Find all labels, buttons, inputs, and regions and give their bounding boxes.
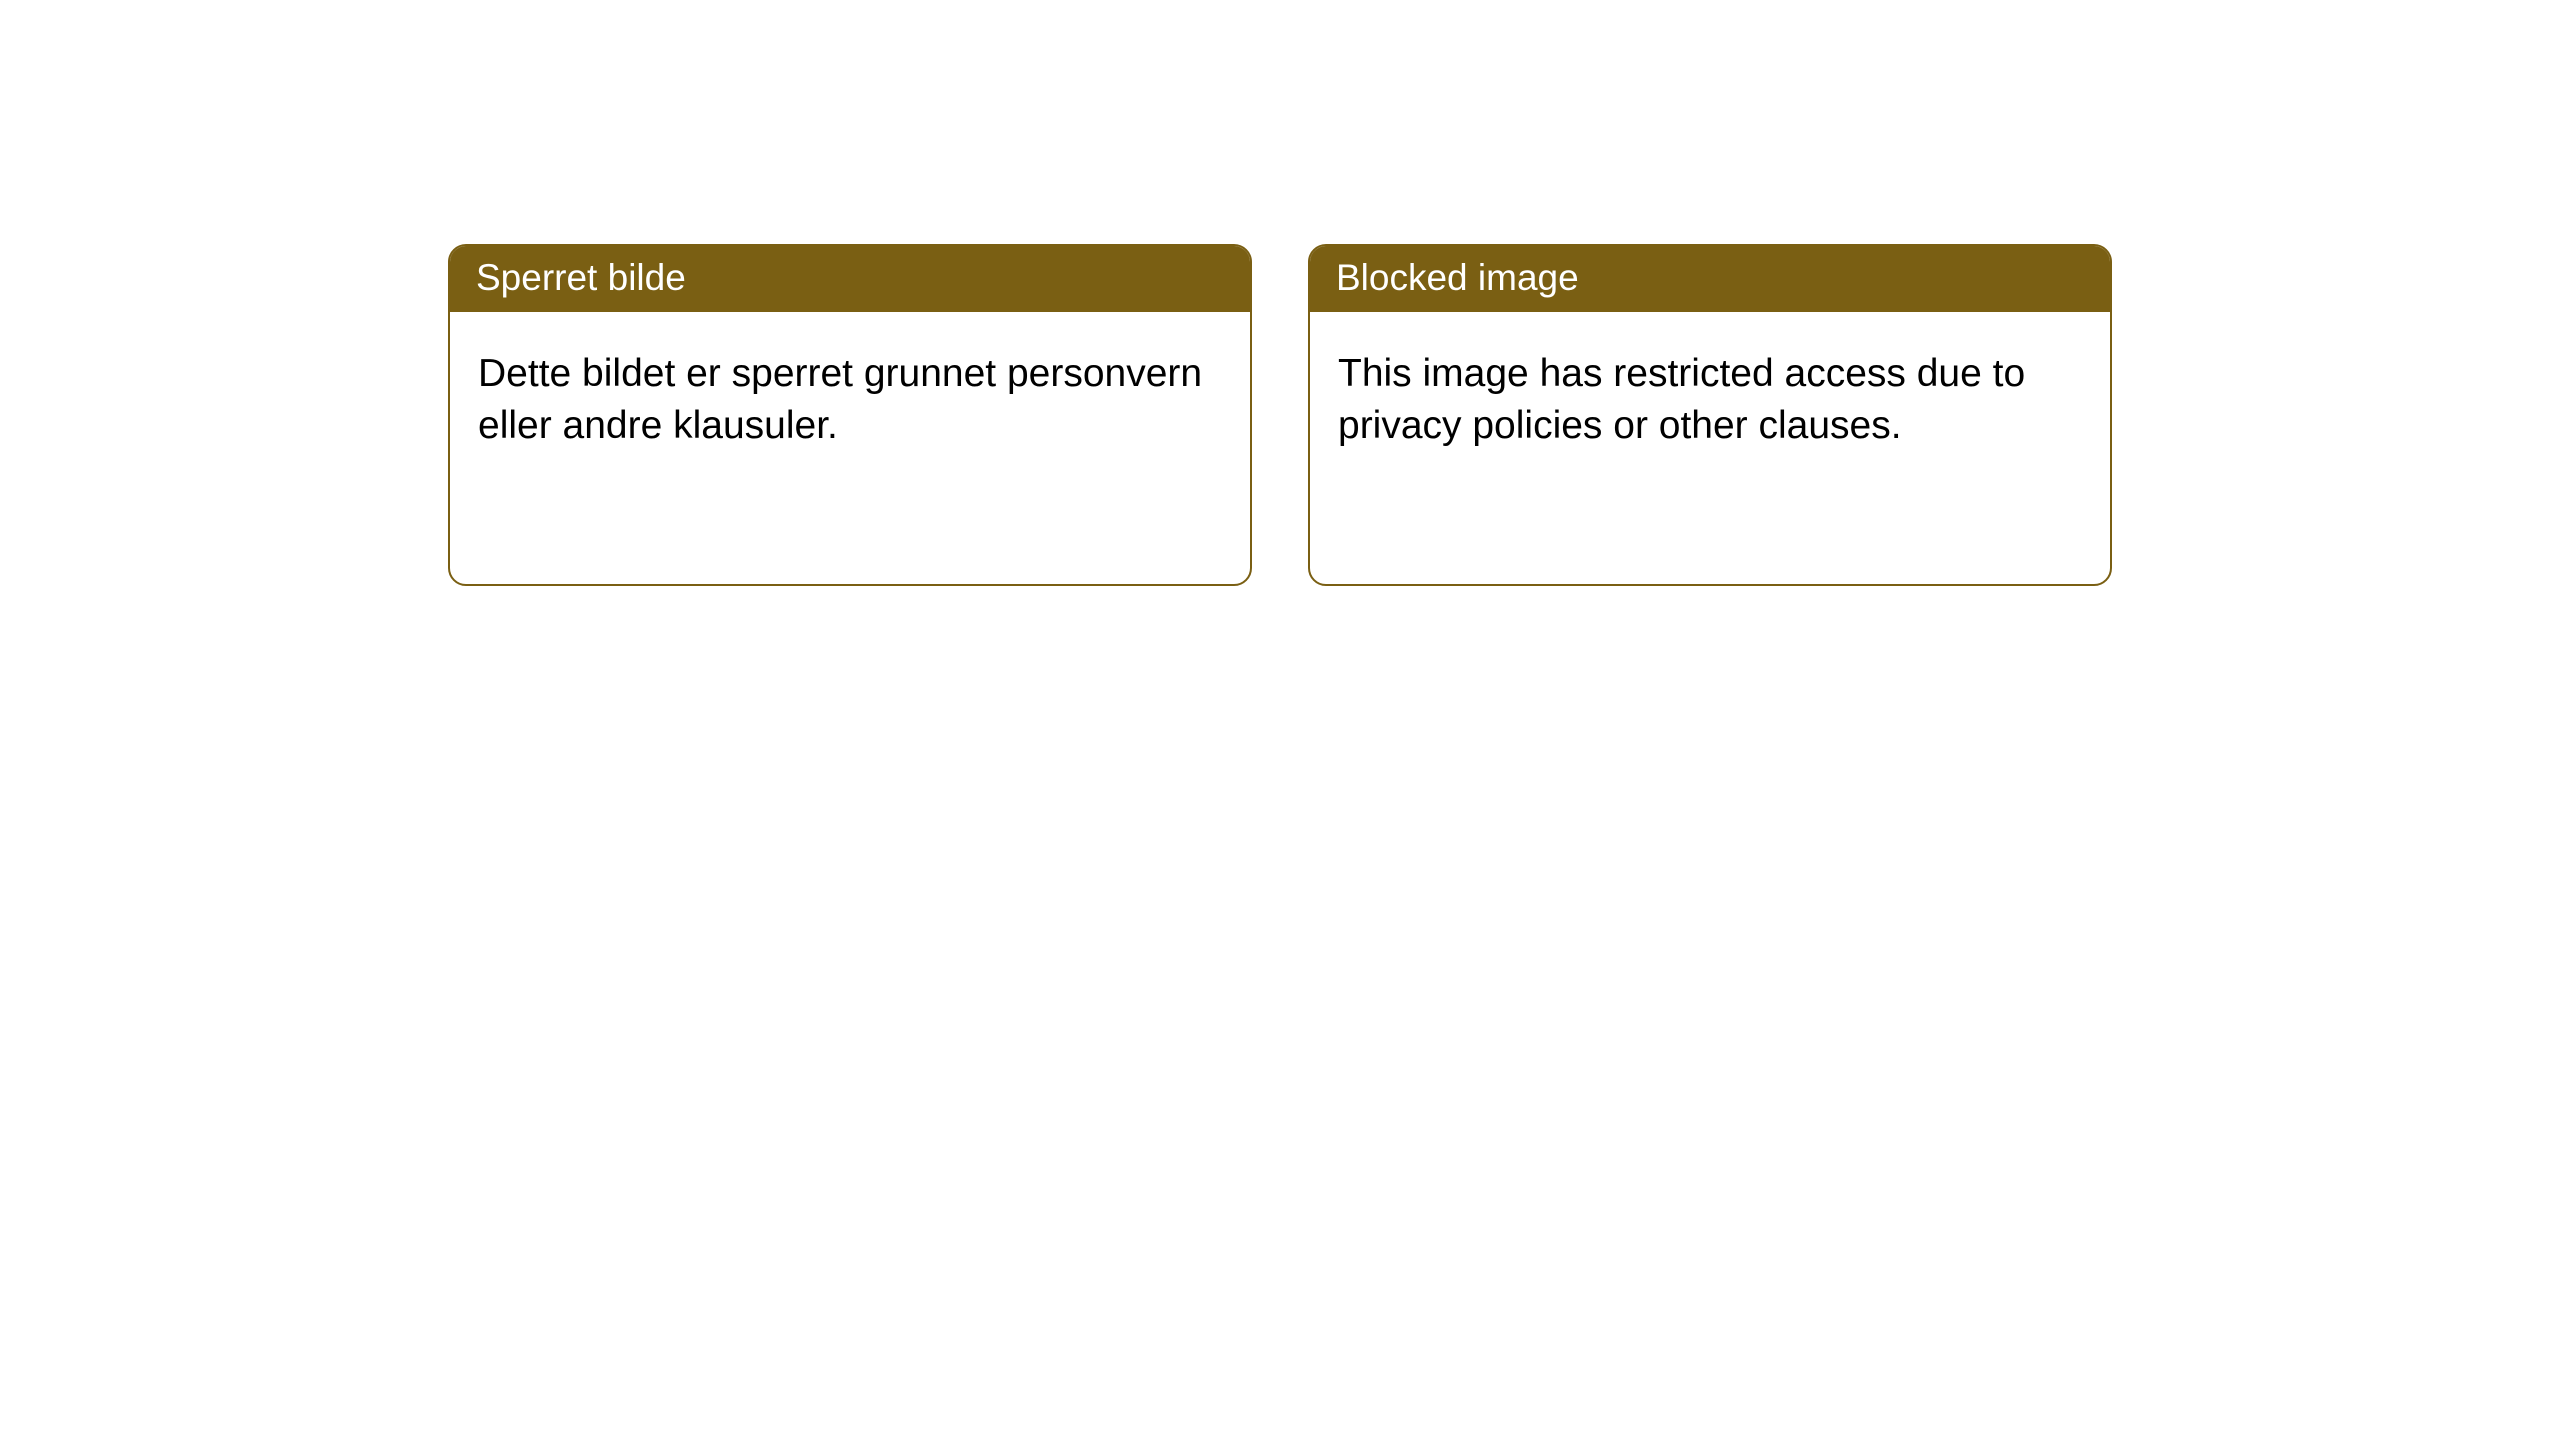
card-header: Sperret bilde (450, 246, 1250, 312)
card-title: Sperret bilde (476, 257, 686, 298)
card-body: This image has restricted access due to … (1310, 312, 2110, 584)
card-message: Dette bildet er sperret grunnet personve… (478, 348, 1222, 452)
card-message: This image has restricted access due to … (1338, 348, 2082, 452)
card-body: Dette bildet er sperret grunnet personve… (450, 312, 1250, 584)
notice-container: Sperret bilde Dette bildet er sperret gr… (0, 0, 2560, 586)
notice-card-norwegian: Sperret bilde Dette bildet er sperret gr… (448, 244, 1252, 586)
card-header: Blocked image (1310, 246, 2110, 312)
notice-card-english: Blocked image This image has restricted … (1308, 244, 2112, 586)
card-title: Blocked image (1336, 257, 1579, 298)
